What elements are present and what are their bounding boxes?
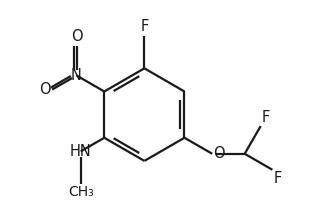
Text: O: O	[39, 82, 51, 97]
Text: N: N	[71, 68, 82, 83]
Text: CH₃: CH₃	[68, 185, 94, 199]
Text: O: O	[71, 29, 82, 44]
Text: F: F	[262, 110, 270, 125]
Text: HN: HN	[70, 144, 91, 159]
Text: O: O	[213, 146, 225, 161]
Text: F: F	[274, 171, 282, 186]
Text: F: F	[140, 19, 148, 34]
